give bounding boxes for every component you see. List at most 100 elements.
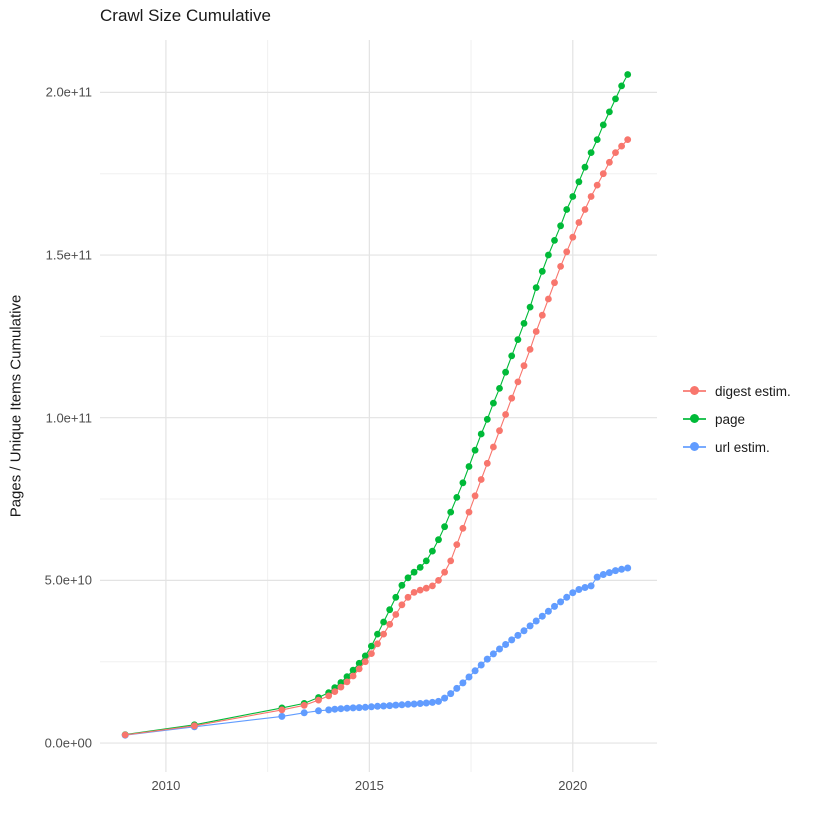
legend-key-icon [683, 435, 706, 459]
data-point-page [349, 666, 357, 674]
data-point-digest-estim- [551, 279, 558, 287]
data-point-digest-estim- [545, 295, 552, 303]
x-tick-label: 2010 [151, 778, 181, 793]
y-tick-label: 1.0e+11 [45, 410, 92, 426]
data-point-url-estim- [532, 617, 540, 625]
data-point-digest-estim- [502, 411, 509, 418]
data-point-page [618, 82, 625, 90]
y-tick-label: 0.0e+00 [44, 735, 92, 751]
data-point-digest-estim- [612, 149, 619, 157]
data-point-page [575, 178, 583, 186]
y-axis-title: Pages / Unique Items Cumulative [7, 294, 25, 518]
legend-item: digest estim. [683, 379, 791, 403]
data-point-digest-estim- [587, 193, 595, 200]
data-point-page [508, 352, 516, 360]
data-point-digest-estim- [343, 678, 351, 686]
data-point-url-estim- [496, 645, 503, 653]
data-point-url-estim- [459, 679, 467, 687]
data-point-page [422, 557, 430, 565]
data-point-digest-estim- [410, 589, 418, 596]
y-tick-label: 1.5e+11 [45, 247, 92, 263]
data-point-url-estim- [422, 699, 430, 707]
data-point-digest-estim- [429, 582, 436, 590]
data-point-url-estim- [569, 589, 577, 597]
data-point-digest-estim- [435, 577, 442, 584]
data-point-page [520, 320, 528, 327]
data-point-digest-estim- [514, 378, 522, 386]
data-point-url-estim- [447, 690, 455, 698]
legend-item: url estim. [683, 435, 770, 459]
data-point-digest-estim- [526, 346, 534, 353]
data-point-url-estim- [557, 598, 565, 606]
data-point-url-estim- [575, 586, 583, 593]
data-point-page [490, 399, 497, 407]
data-point-digest-estim- [191, 722, 198, 730]
data-point-page [386, 606, 394, 614]
data-point-url-estim- [526, 622, 534, 630]
data-point-digest-estim- [490, 443, 497, 451]
data-point-url-estim- [605, 569, 613, 577]
data-point-digest-estim- [331, 688, 339, 695]
legend-item-label: page [715, 411, 746, 427]
data-point-page [410, 568, 418, 576]
data-point-url-estim- [593, 573, 601, 581]
data-point-url-estim- [587, 582, 595, 590]
data-point-url-estim- [483, 655, 491, 663]
data-point-page [355, 659, 363, 667]
data-point-url-estim- [508, 636, 516, 644]
legend-key-icon [683, 379, 706, 403]
data-point-url-estim- [278, 712, 286, 720]
data-point-digest-estim- [569, 233, 577, 241]
data-point-digest-estim- [581, 206, 589, 213]
data-point-url-estim- [416, 700, 424, 707]
data-point-digest-estim- [398, 601, 406, 609]
data-point-url-estim- [355, 704, 363, 712]
y-tick-label: 2.0e+11 [45, 84, 92, 100]
x-tick-label: 2020 [558, 778, 588, 793]
data-point-url-estim- [380, 702, 388, 710]
data-point-url-estim- [612, 567, 619, 575]
data-point-page [612, 95, 619, 103]
data-point-digest-estim- [563, 248, 571, 256]
data-point-digest-estim- [447, 557, 455, 565]
data-point-digest-estim- [361, 658, 369, 666]
legend-key-dot [690, 414, 699, 423]
data-point-digest-estim- [386, 620, 394, 628]
data-point-page [606, 108, 613, 116]
data-point-url-estim- [435, 697, 442, 705]
legend-item-label: digest estim. [715, 383, 791, 399]
data-point-digest-estim- [459, 524, 467, 532]
data-point-url-estim- [471, 667, 479, 675]
data-point-page [526, 303, 534, 311]
data-point-digest-estim- [416, 586, 424, 594]
data-point-page [398, 581, 406, 589]
data-point-page [465, 463, 473, 470]
data-point-url-estim- [477, 661, 485, 669]
data-point-page [532, 284, 540, 291]
data-point-url-estim- [325, 706, 333, 714]
legend-key-dot [690, 386, 699, 395]
data-point-page [483, 415, 491, 423]
data-point-url-estim- [618, 565, 626, 573]
data-point-page [374, 630, 381, 638]
data-point-url-estim- [300, 709, 308, 717]
data-point-page [343, 673, 351, 681]
data-point-url-estim- [551, 602, 558, 610]
data-point-page [538, 267, 546, 275]
data-point-page [496, 385, 503, 392]
data-point-page [587, 149, 595, 157]
data-point-digest-estim- [477, 476, 485, 483]
data-point-url-estim- [386, 702, 394, 710]
data-point-url-estim- [374, 702, 381, 710]
data-point-page [459, 479, 467, 487]
data-point-page [593, 136, 601, 144]
data-point-page [453, 494, 461, 501]
data-point-digest-estim- [618, 142, 625, 150]
data-point-url-estim- [520, 627, 528, 635]
data-point-page [563, 206, 571, 213]
data-point-digest-estim- [606, 158, 613, 166]
legend-item: page [683, 407, 745, 431]
data-point-url-estim- [404, 700, 412, 708]
data-point-page [368, 642, 375, 650]
